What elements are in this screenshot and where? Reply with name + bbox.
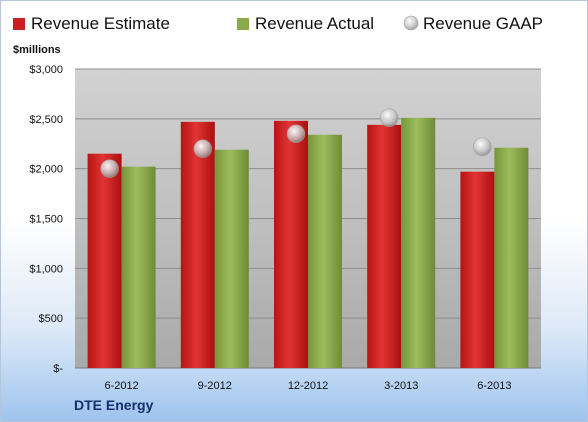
bar-revenue-estimate bbox=[87, 153, 122, 368]
x-tick-label: 6-2013 bbox=[477, 380, 511, 392]
y-tick-label: $- bbox=[53, 363, 63, 375]
legend-swatch-revenue-actual bbox=[237, 18, 249, 30]
marker-revenue-gaap bbox=[193, 139, 213, 159]
bar-revenue-estimate bbox=[180, 121, 215, 368]
y-tick-label: $1,000 bbox=[29, 263, 63, 275]
company-name: DTE Energy bbox=[74, 397, 154, 413]
x-tick-label: 3-2013 bbox=[384, 380, 418, 392]
x-tick-label: 6-2012 bbox=[104, 380, 138, 392]
bar-revenue-actual bbox=[214, 149, 249, 368]
marker-revenue-gaap bbox=[473, 137, 492, 157]
x-tick-label: 9-2012 bbox=[198, 380, 232, 392]
bar-revenue-actual bbox=[121, 166, 156, 368]
marker-revenue-gaap bbox=[379, 108, 399, 128]
legend-swatch-revenue-gaap bbox=[403, 15, 419, 31]
bar-revenue-estimate bbox=[367, 124, 402, 369]
y-tick-label: $3,000 bbox=[29, 64, 63, 76]
legend-label-revenue-estimate: Revenue Estimate bbox=[31, 14, 170, 33]
marker-revenue-gaap bbox=[100, 159, 119, 178]
legend-label-revenue-actual: Revenue Actual bbox=[255, 14, 374, 33]
legend-label-revenue-gaap: Revenue GAAP bbox=[423, 14, 543, 33]
y-axis-label: $millions bbox=[13, 44, 61, 56]
bar-revenue-estimate bbox=[274, 120, 308, 369]
marker-revenue-gaap bbox=[286, 124, 306, 144]
y-tick-label: $500 bbox=[39, 313, 63, 325]
bar-revenue-estimate bbox=[460, 171, 495, 368]
y-tick-label: $2,000 bbox=[29, 164, 63, 176]
bar-revenue-actual bbox=[401, 117, 436, 368]
bar-revenue-actual bbox=[308, 134, 342, 368]
y-tick-label: $1,500 bbox=[29, 214, 63, 226]
x-tick-label: 12-2012 bbox=[288, 380, 328, 392]
y-tick-label: $2,500 bbox=[29, 114, 63, 126]
legend-swatch-revenue-estimate bbox=[13, 18, 25, 30]
bar-revenue-actual bbox=[494, 147, 529, 368]
